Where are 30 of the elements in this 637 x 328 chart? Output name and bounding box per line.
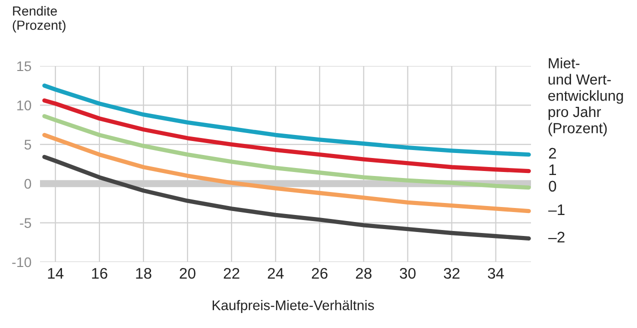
legend-title: Miet- und Wert- entwicklung pro Jahr (Prozent) — [548, 58, 623, 136]
series-label: –2 — [548, 232, 564, 242]
y-tick-label: 10 — [17, 100, 32, 110]
y-tick-label: -5 — [20, 218, 32, 228]
y-tick-label: 0 — [24, 178, 32, 189]
x-tick-label: 22 — [224, 268, 240, 279]
y-tick-label: -10 — [12, 257, 32, 268]
y-axis-title: Rendite (Prozent) — [12, 6, 66, 33]
series-label: 2 — [549, 148, 556, 159]
series-label: 1 — [549, 164, 556, 176]
x-tick-label: 30 — [400, 268, 416, 279]
x-tick-label: 16 — [92, 268, 108, 279]
line-series — [42, 98, 531, 174]
x-tick-label: 20 — [180, 268, 196, 279]
x-tick-label: 24 — [268, 268, 284, 279]
line-series — [42, 154, 531, 241]
x-axis-title: Kaufpreis-Miete-Verhältnis — [212, 300, 374, 313]
series-label: 0 — [548, 180, 556, 192]
x-tick-label: 28 — [356, 268, 372, 279]
x-tick-label: 32 — [444, 268, 460, 279]
line-series — [42, 132, 531, 214]
x-tick-label: 14 — [48, 268, 64, 279]
x-tick-label: 18 — [136, 268, 152, 279]
x-tick-label: 34 — [488, 268, 504, 279]
series-label: –1 — [548, 204, 564, 215]
x-tick-label: 26 — [312, 268, 328, 279]
y-tick-label: 15 — [17, 61, 32, 72]
y-tick-label: 5 — [24, 140, 32, 150]
line-series — [42, 84, 531, 157]
line-series — [42, 114, 531, 190]
